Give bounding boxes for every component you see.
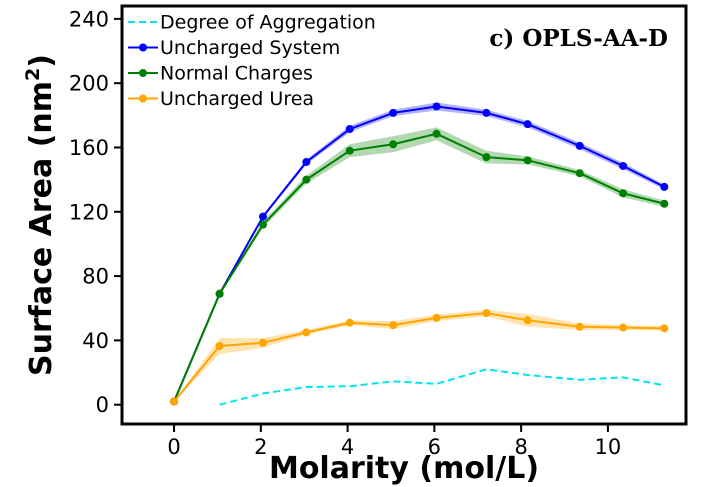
uncharged-urea-point-7: [482, 309, 491, 318]
normal-charges-point-5: [389, 140, 398, 149]
normal-charges-point-3: [302, 175, 311, 184]
legend-label-uncharged-urea: Uncharged Urea: [160, 88, 314, 110]
uncharged-urea-point-10: [619, 323, 628, 332]
uncharged-system-point-3: [302, 157, 311, 166]
legend-marker-uncharged-urea: [139, 94, 147, 103]
y-tick-label-3: 120: [69, 200, 109, 224]
series-lines: [173, 105, 665, 406]
y-tick-label-5: 200: [69, 72, 109, 96]
panel-annotation: c) OPLS-AA-D: [489, 25, 668, 52]
uncharged-system-point-4: [345, 124, 354, 133]
y-tick-label-6: 240: [69, 7, 109, 31]
confidence-bands: [174, 102, 665, 402]
uncharged-urea-point-11: [660, 324, 669, 333]
uncharged-system-band: [174, 102, 665, 402]
normal-charges-point-7: [482, 153, 491, 162]
uncharged-system-point-6: [432, 102, 441, 111]
legend-label-degree-of-aggregation: Degree of Aggregation: [160, 12, 376, 34]
normal-charges-point-9: [575, 169, 584, 178]
uncharged-urea-point-4: [345, 318, 354, 327]
normal-charges-line: [173, 132, 665, 402]
x-tick-label-1: 2: [254, 435, 267, 459]
y-axis-title-close: ): [24, 54, 59, 68]
uncharged-urea-point-0: [170, 397, 179, 406]
y-tick-label-1: 40: [82, 329, 109, 353]
uncharged-urea-point-9: [575, 322, 584, 331]
uncharged-urea-band: [174, 309, 665, 402]
uncharged-system-point-5: [389, 108, 398, 117]
uncharged-urea-point-1: [215, 342, 224, 351]
uncharged-urea-point-3: [302, 328, 311, 337]
uncharged-system-point-8: [523, 120, 532, 129]
y-tick-label-0: 0: [96, 393, 109, 417]
y-tick-label-4: 160: [69, 136, 109, 160]
uncharged-system-point-2: [259, 212, 267, 221]
normal-charges-point-6: [432, 129, 441, 138]
x-tick-label-2: 4: [341, 435, 354, 459]
uncharged-system-point-11: [660, 182, 669, 191]
uncharged-system-point-7: [482, 108, 491, 117]
uncharged-urea-point-6: [432, 313, 441, 322]
y-tick-label-2: 80: [82, 265, 109, 289]
normal-charges-point-1: [215, 289, 224, 298]
normal-charges-point-11: [660, 199, 669, 208]
y-axis-title-superscript: 2: [22, 68, 44, 81]
x-tick-label-5: 10: [595, 435, 622, 459]
plot-frame: [120, 4, 688, 426]
normal-charges-point-4: [345, 146, 354, 155]
legend: Degree of Aggregation Uncharged System Nor…: [128, 12, 376, 110]
x-tick-label-4: 8: [514, 435, 527, 459]
uncharged-system-line: [173, 105, 665, 402]
x-tick-label-3: 6: [428, 435, 441, 459]
uncharged-system-point-10: [619, 161, 628, 170]
uncharged-urea-line: [173, 312, 665, 403]
uncharged-urea-point-8: [523, 316, 532, 325]
uncharged-urea-point-2: [259, 338, 267, 347]
normal-charges-point-2: [259, 220, 267, 229]
y-axis-title-main: Surface Area (nm: [24, 81, 59, 376]
x-tick-label-0: 0: [167, 435, 180, 459]
uncharged-system-point-9: [575, 141, 584, 150]
x-axis-title: Molarity (mol/L): [269, 451, 539, 486]
uncharged-urea-point-5: [389, 321, 398, 330]
y-axis-title: Surface Area (nm2): [22, 54, 59, 376]
normal-charges-point-8: [523, 156, 532, 165]
legend-marker-uncharged-system: [139, 43, 147, 52]
normal-charges-point-10: [619, 189, 628, 198]
legend-marker-normal-charges: [139, 69, 147, 77]
legend-label-normal-charges: Normal Charges: [160, 63, 313, 85]
degree-of-aggregation-line: [219, 368, 665, 406]
normal-charges-band: [174, 127, 665, 402]
legend-label-uncharged-system: Uncharged System: [160, 37, 340, 59]
axis-ticks: 0 2 4 6 8 10 0 40 80 120 160 200 240: [69, 7, 621, 459]
series-markers: [170, 102, 669, 406]
